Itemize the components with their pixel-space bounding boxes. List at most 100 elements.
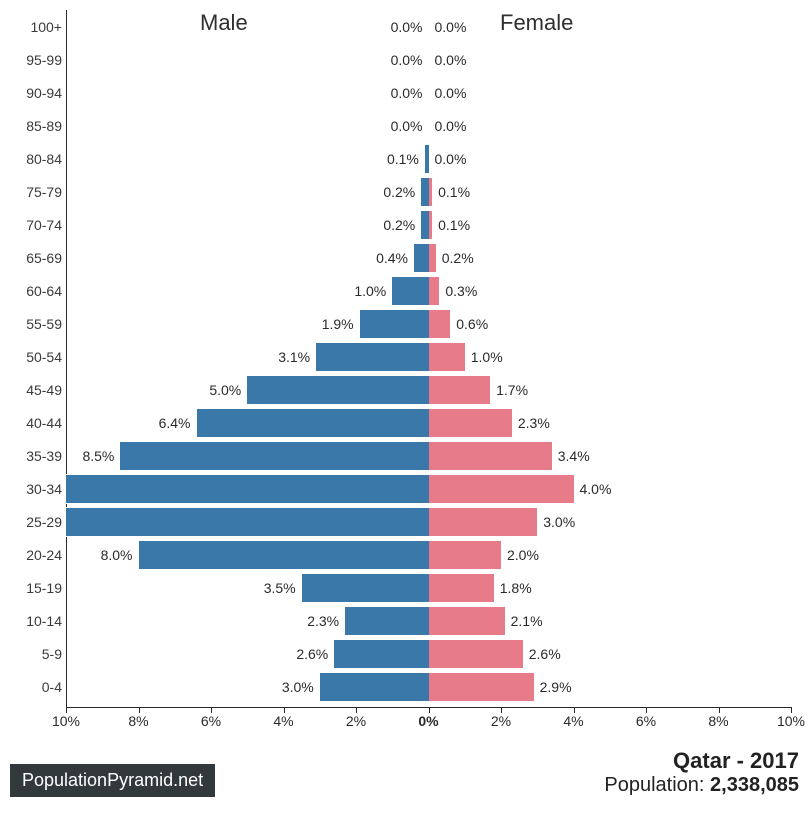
age-label: 50-54 [10, 349, 62, 365]
age-label: 10-14 [10, 613, 62, 629]
male-value: 2.3% [307, 613, 339, 629]
x-tick-label: 0% [418, 713, 438, 729]
row-plot: 3.1% 1.0% [66, 340, 791, 373]
female-value: 0.1% [438, 184, 470, 200]
female-half: 3.0% [429, 505, 792, 538]
row-plot: 0.4% 0.2% [66, 241, 791, 274]
male-half: 3.0% [66, 670, 429, 703]
male-half: 1.0% [66, 274, 429, 307]
female-half: 0.2% [429, 241, 792, 274]
row-plot: 2.6% 2.6% [66, 637, 791, 670]
age-label: 95-99 [10, 52, 62, 68]
male-value: 0.4% [376, 250, 408, 266]
age-label: 85-89 [10, 118, 62, 134]
male-value: 6.4% [159, 415, 191, 431]
row-plot: 0.1% 0.0% [66, 142, 791, 175]
male-value: 8.0% [101, 547, 133, 563]
row-plot: 5.0%1.7% [66, 373, 791, 406]
male-value: 0.0% [391, 118, 423, 134]
age-label: 5-9 [10, 646, 62, 662]
source-badge: PopulationPyramid.net [10, 764, 215, 797]
female-bar [429, 309, 451, 339]
row-plot: 3.0%2.9% [66, 670, 791, 703]
age-row: 85-89 0.0% 0.0% [10, 109, 799, 142]
male-value: 0.1% [387, 151, 419, 167]
x-tick-label: 2% [491, 713, 511, 729]
male-half: 0.2% [66, 175, 429, 208]
age-row: 90-940.0%0.0% [10, 76, 799, 109]
male-half: 0.1% [66, 142, 429, 175]
male-bar [316, 342, 428, 372]
male-half: 1.9% [66, 307, 429, 340]
female-bar [429, 408, 512, 438]
age-row: 80-840.1%0.0% [10, 142, 799, 175]
row-plot: 2.3%2.1% [66, 604, 791, 637]
female-value: 1.0% [471, 349, 503, 365]
male-bar [392, 276, 428, 306]
female-half: 0.6% [429, 307, 792, 340]
female-value: 1.8% [500, 580, 532, 596]
age-label: 65-69 [10, 250, 62, 266]
age-label: 90-94 [10, 85, 62, 101]
x-tick-label: 6% [636, 713, 656, 729]
female-half: 1.0% [429, 340, 792, 373]
female-half: 0.0% [429, 142, 792, 175]
male-value: 0.2% [383, 184, 415, 200]
male-half: 2.3% [66, 604, 429, 637]
male-bar [66, 507, 429, 537]
female-half: 0.1% [429, 175, 792, 208]
female-bar [429, 573, 494, 603]
age-label: 35-39 [10, 448, 62, 464]
male-half: 0.4% [66, 241, 429, 274]
age-row: 40-446.4%2.3% [10, 406, 799, 439]
female-value: 0.0% [435, 19, 467, 35]
age-row: 30-344.0% [10, 472, 799, 505]
age-label: 40-44 [10, 415, 62, 431]
male-bar [197, 408, 429, 438]
age-row: 50-543.1% 1.0% [10, 340, 799, 373]
age-label: 55-59 [10, 316, 62, 332]
age-row: 15-193.5%1.8% [10, 571, 799, 604]
meta: Qatar - 2017 Population: 2,338,085 [604, 748, 799, 797]
age-row: 5-9 2.6% 2.6% [10, 637, 799, 670]
male-bar [247, 375, 428, 405]
age-row: 25-29 3.0% [10, 505, 799, 538]
female-value: 0.2% [442, 250, 474, 266]
female-half: 2.9% [429, 670, 792, 703]
age-label: 45-49 [10, 382, 62, 398]
x-tick-label: 8% [708, 713, 728, 729]
male-half: 6.4% [66, 406, 429, 439]
male-half: 3.1% [66, 340, 429, 373]
male-value: 2.6% [296, 646, 328, 662]
x-tick-label: 8% [128, 713, 148, 729]
female-bar [429, 342, 465, 372]
male-value: 0.0% [391, 19, 423, 35]
age-row: 55-591.9%0.6% [10, 307, 799, 340]
age-label: 75-79 [10, 184, 62, 200]
age-row: 95-990.0%0.0% [10, 43, 799, 76]
female-bar [429, 606, 505, 636]
female-half: 0.0% [429, 109, 792, 142]
female-half: 2.6% [429, 637, 792, 670]
age-row: 45-495.0%1.7% [10, 373, 799, 406]
x-tick-label: 6% [201, 713, 221, 729]
male-half: 0.2% [66, 208, 429, 241]
age-label: 25-29 [10, 514, 62, 530]
male-value: 0.0% [391, 52, 423, 68]
row-plot: 1.0%0.3% [66, 274, 791, 307]
male-bar [345, 606, 428, 636]
male-half: 0.0% [66, 109, 429, 142]
male-half: 0.0% [66, 10, 429, 43]
male-half [66, 505, 429, 538]
female-bar [429, 210, 433, 240]
population-label: Population: [604, 774, 710, 796]
female-value: 0.0% [435, 118, 467, 134]
x-tick-label: 10% [777, 713, 805, 729]
male-value: 0.2% [383, 217, 415, 233]
row-plot: 3.5% 1.8% [66, 571, 791, 604]
row-plot: 0.0% 0.0% [66, 10, 791, 43]
female-bar [429, 276, 440, 306]
male-value: 0.0% [391, 85, 423, 101]
row-plot: 0.0%0.0% [66, 76, 791, 109]
male-half: 3.5% [66, 571, 429, 604]
